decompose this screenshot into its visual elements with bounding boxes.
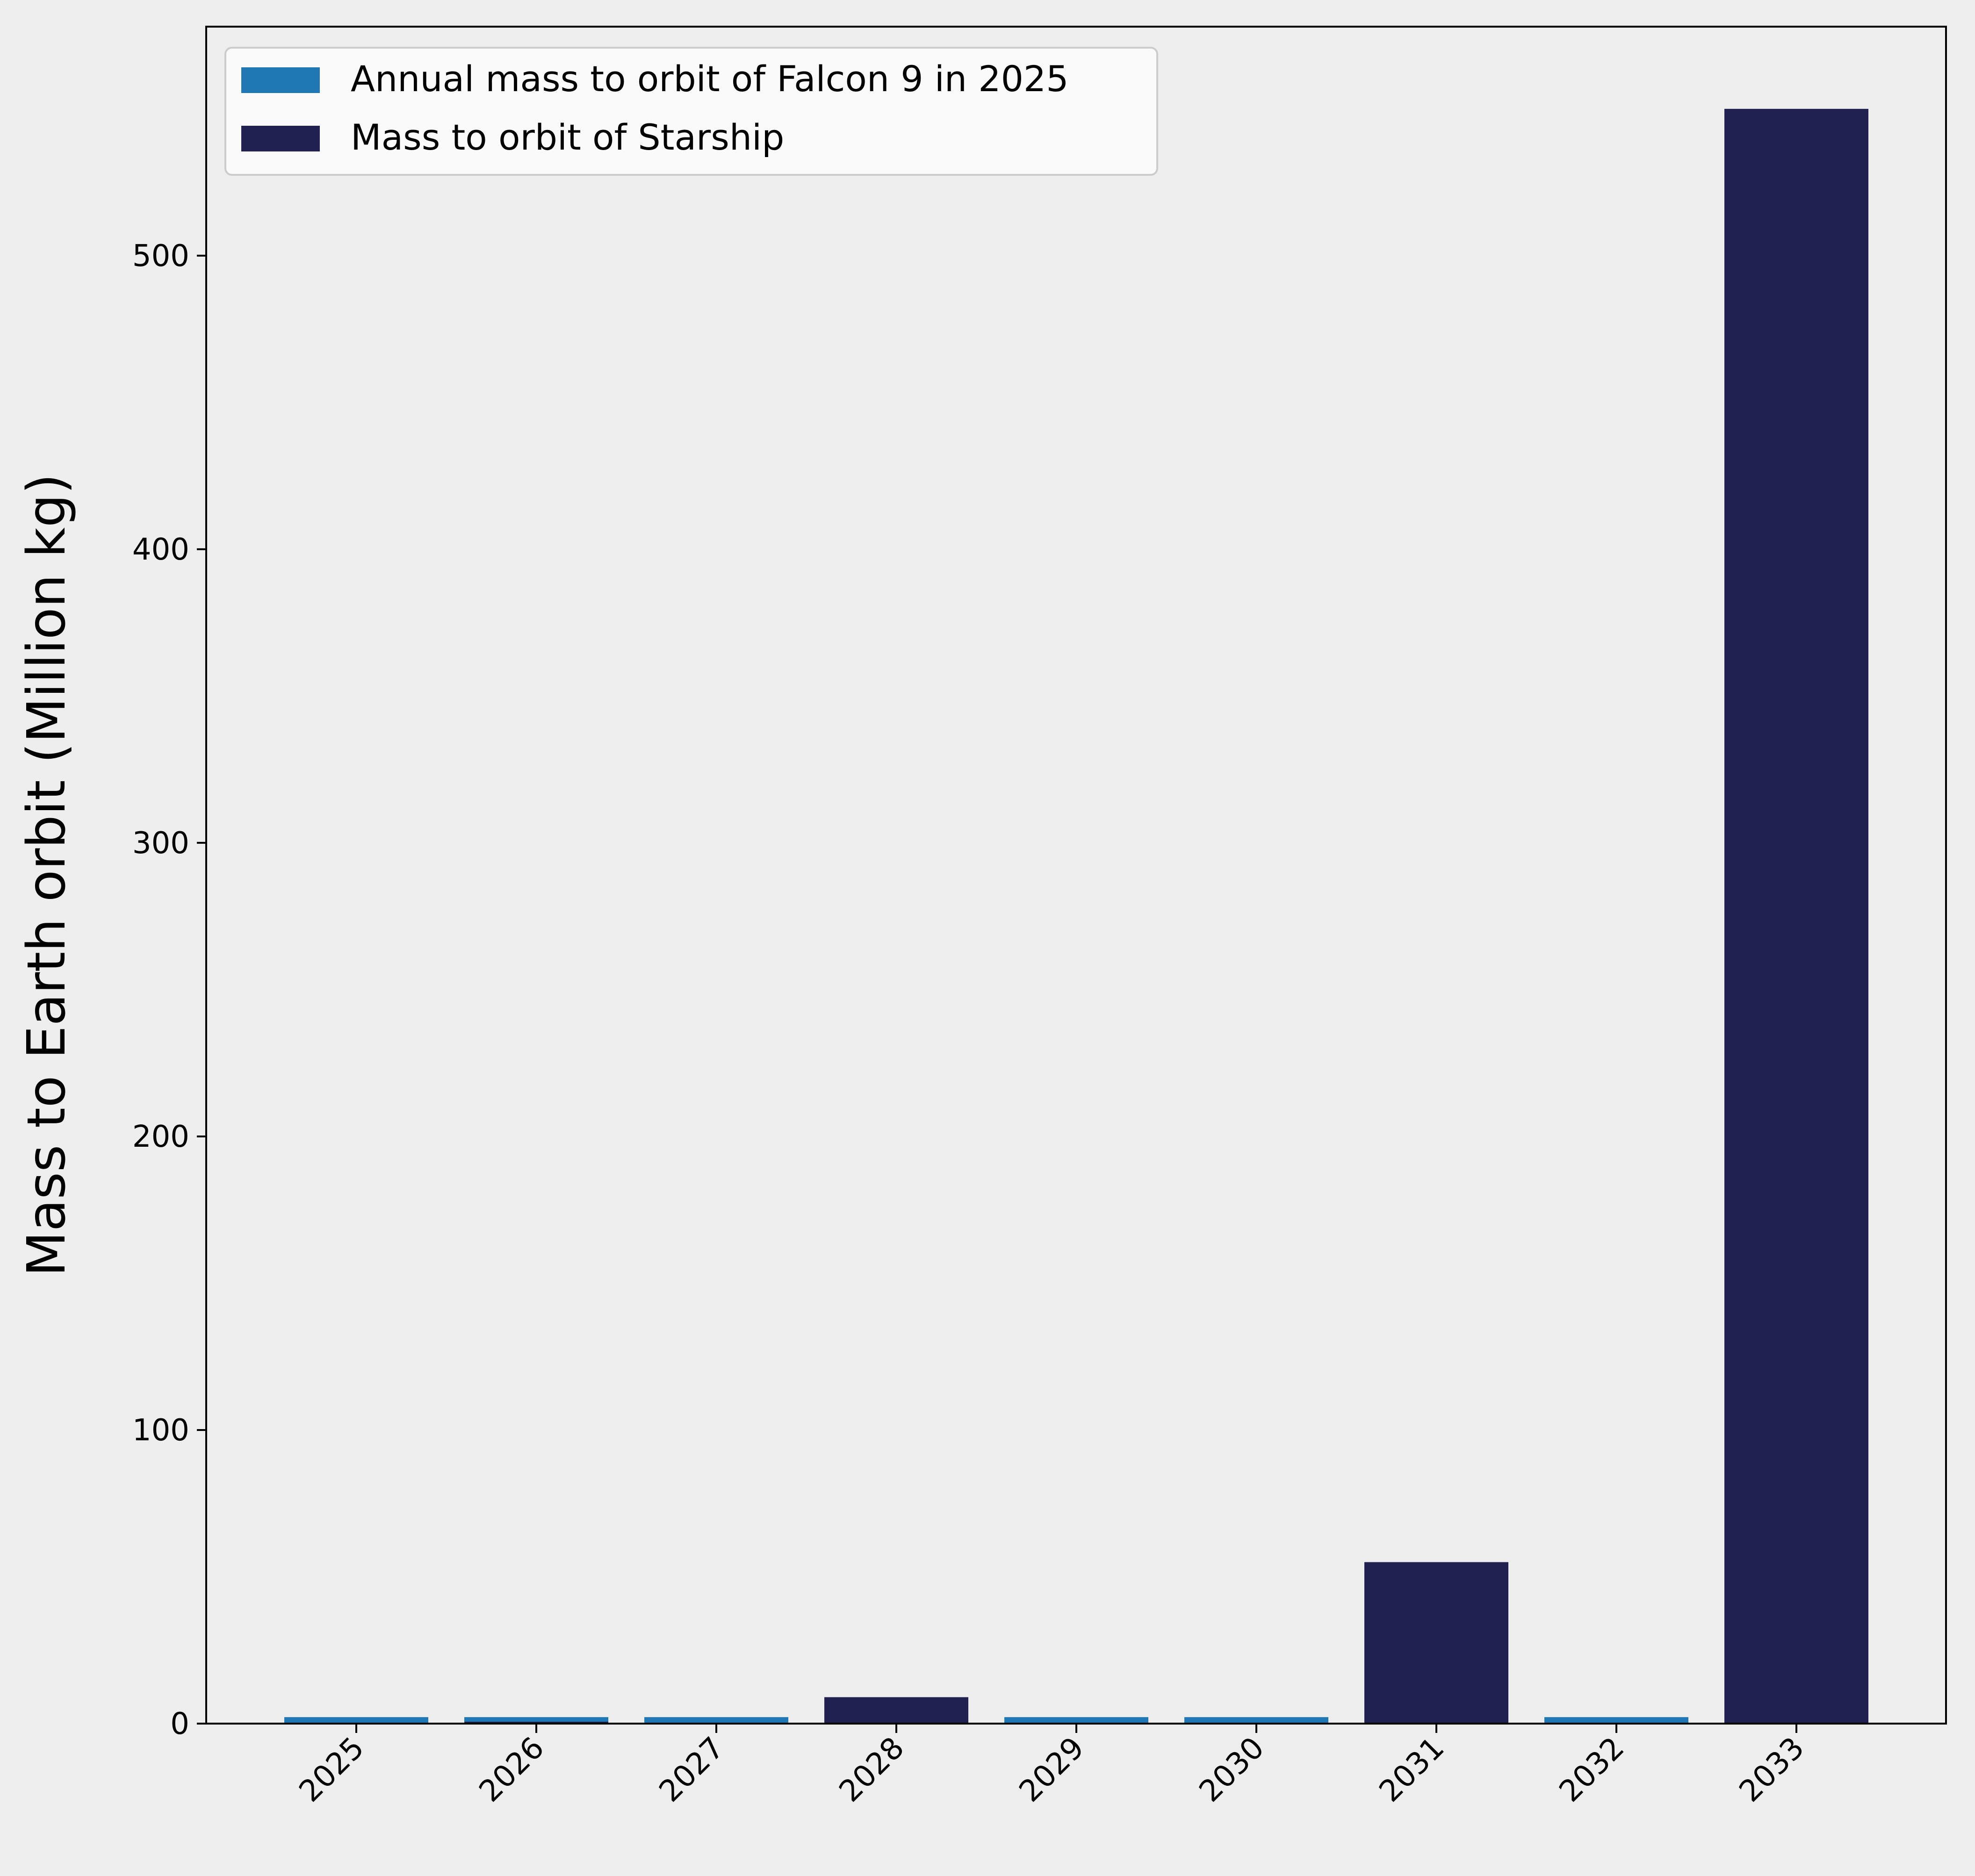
y-tick-label-100: 100 bbox=[132, 1413, 189, 1448]
y-axis-label: Mass to Earth orbit (Million kg) bbox=[16, 474, 77, 1276]
bar-starship-2033 bbox=[1724, 108, 1868, 1724]
y-tick-label-0: 0 bbox=[170, 1707, 189, 1741]
bar-falcon9-2032 bbox=[1544, 1717, 1688, 1724]
y-axis-ticks: 0 100 200 300 400 500 bbox=[132, 239, 206, 1741]
legend-box bbox=[224, 47, 1158, 176]
y-tick-label-500: 500 bbox=[132, 239, 189, 273]
legend-swatch-falcon9 bbox=[241, 67, 320, 93]
bar-falcon9-2030 bbox=[1184, 1717, 1328, 1724]
y-tick-label-400: 400 bbox=[132, 532, 189, 567]
legend-label-starship: Mass to orbit of Starship bbox=[351, 116, 784, 158]
bar-falcon9-2029 bbox=[1004, 1717, 1148, 1724]
legend-swatch-starship bbox=[241, 126, 320, 151]
bar-starship-2028 bbox=[824, 1697, 968, 1724]
bars bbox=[284, 108, 1868, 1724]
legend-label-falcon9: Annual mass to orbit of Falcon 9 in 2025 bbox=[351, 58, 1069, 100]
y-tick-label-300: 300 bbox=[132, 826, 189, 861]
bar-falcon9-2025 bbox=[284, 1717, 428, 1724]
bar-falcon9-2027 bbox=[644, 1717, 788, 1724]
bar-starship-2031 bbox=[1364, 1562, 1508, 1724]
legend: Annual mass to orbit of Falcon 9 in 2025… bbox=[224, 47, 1158, 176]
y-tick-label-200: 200 bbox=[132, 1120, 189, 1154]
